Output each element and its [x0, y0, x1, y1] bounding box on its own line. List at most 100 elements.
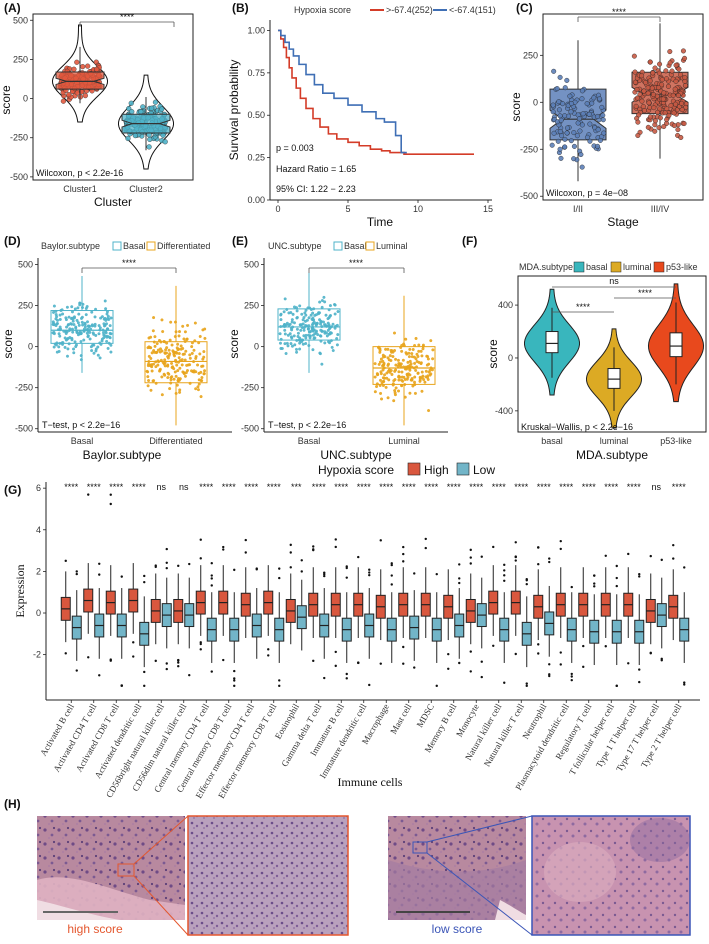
- panel-d-xtick-diff: Differentiated: [149, 436, 202, 446]
- panel-d-differentiated-point: [153, 335, 157, 339]
- panel-d-basal-point: [52, 323, 56, 327]
- panel-g-8-high-outlier: [244, 538, 247, 542]
- panel-e-luminal-point: [392, 379, 396, 383]
- panel-b-xlabel: Time: [367, 215, 394, 229]
- panel-g-21-high-outlier: [537, 546, 540, 549]
- panel-g-4-significance: ns: [156, 482, 166, 492]
- panel-g-22-high-outlier: [559, 547, 562, 551]
- panel-g-7-high-outlier: [222, 545, 225, 549]
- panel-e-basal-point: [324, 313, 328, 317]
- panel-e-luminal-point: [408, 359, 412, 363]
- panel-g-13-low-outlier: [368, 573, 371, 577]
- panel-d-differentiated-point: [153, 344, 157, 348]
- panel-d-basal-point: [74, 326, 78, 330]
- panel-d-differentiated-point: [173, 335, 177, 339]
- panel-g-12-low-outlier: [345, 565, 348, 568]
- panel-e-basal-point: [324, 331, 328, 335]
- panel-g-5-significance: ns: [179, 482, 189, 492]
- panel-d-differentiated-point: [169, 320, 173, 324]
- panel-e-luminal-point: [380, 397, 384, 401]
- panel-c-early-point: [599, 104, 605, 110]
- panel-e-basal-point: [298, 323, 302, 327]
- panel-g-27-xtick-label: Type 2 T helper cell: [639, 702, 684, 770]
- panel-e-basal-point: [333, 326, 337, 330]
- panel-g-10-significance: ***: [291, 482, 302, 492]
- panel-d-basal-point: [96, 345, 100, 349]
- panel-e-basal-point: [294, 306, 298, 310]
- panel-a-cluster1-point: [71, 66, 77, 72]
- panel-e-luminal-point: [423, 380, 427, 384]
- panel-d-significance: ****: [122, 258, 137, 268]
- panel-c-early-point: [550, 102, 556, 108]
- panel-e-basal-point: [298, 304, 302, 308]
- panel-d-basal-point: [94, 333, 98, 337]
- panel-d-legend-basal-swatch: [112, 241, 122, 251]
- panel-g-2-high-outlier: [109, 658, 112, 661]
- panel-d-differentiated-point: [174, 330, 178, 334]
- panel-e-basal-point: [313, 332, 317, 336]
- panel-g-17-low-outlier: [458, 581, 461, 585]
- panel-g-1-high-outlier: [87, 493, 90, 496]
- panel-c-late-point: [680, 48, 686, 54]
- panel-e-basal-point: [279, 337, 283, 341]
- panel-e-luminal-point: [384, 385, 388, 389]
- panel-d-basal-point: [90, 310, 94, 314]
- panel-e-luminal-point: [400, 383, 404, 387]
- panel-d-xtick-basal: Basal: [71, 436, 94, 446]
- panel-g-27-low-outlier: [683, 683, 686, 686]
- panel-e-significance: ****: [349, 258, 364, 268]
- panel-e-pvalue: T−test, p < 2.2e−16: [268, 420, 346, 430]
- panel-e-luminal-point: [406, 364, 410, 368]
- panel-g-21-high-outlier: [537, 643, 540, 646]
- panel-d-basal-point: [70, 310, 74, 314]
- panel-g-18-high-outlier: [469, 650, 472, 653]
- panel-e-luminal-point: [424, 369, 428, 373]
- panel-g-17-low-outlier: [458, 661, 461, 665]
- panel-e-xtick-basal: Basal: [298, 436, 321, 446]
- panel-d-basal-point: [81, 323, 85, 327]
- panel-d-differentiated-point: [175, 363, 179, 367]
- panel-e-basal-point: [304, 336, 308, 340]
- panel-a-violin-cluster: 500 250 0 -250 -500 score Cluster Wilcoxon, …: [0, 12, 194, 209]
- panel-g-6-low-outlier: [210, 670, 213, 673]
- panel-e-luminal-point: [381, 359, 385, 363]
- panel-c-late-point: [682, 75, 688, 81]
- panel-e-legend-basal: Basal: [344, 241, 367, 251]
- panel-e-basal-point: [290, 344, 294, 348]
- panel-e-basal-point: [312, 307, 316, 311]
- panel-d-differentiated-point: [192, 348, 196, 352]
- panel-d-differentiated-point: [167, 348, 171, 352]
- panel-e-luminal-point: [407, 355, 411, 359]
- panel-g-11-high-outlier: [312, 659, 315, 663]
- panel-e-basal-point: [304, 308, 308, 312]
- panel-c-late-point: [639, 98, 645, 104]
- panel-e-basal-point: [302, 316, 306, 320]
- panel-d-basal-box: [50, 310, 114, 344]
- panel-c-early-point: [562, 144, 568, 150]
- panel-c-late-point: [659, 77, 665, 83]
- panel-g-6-high-outlier: [199, 538, 202, 541]
- panel-e-basal-point: [308, 336, 312, 340]
- panel-e-luminal-point: [410, 352, 414, 356]
- panel-d-ytick-label: -250: [15, 383, 33, 393]
- panel-g-7-low-outlier: [233, 677, 236, 680]
- panel-c-late-point: [665, 83, 671, 89]
- panel-a-significance: ****: [120, 12, 135, 22]
- panel-g-6-high-outlier: [199, 648, 202, 651]
- panel-d-basal-point: [109, 316, 113, 320]
- panel-g-17-low-outlier: [458, 577, 461, 580]
- panel-g-5-high-outlier: [177, 661, 180, 664]
- panel-label-a: (A): [4, 1, 21, 15]
- panel-g-6-high-outlier: [199, 641, 202, 644]
- panel-e-xlabel: UNC.subtype: [320, 448, 392, 462]
- panel-g-18-high-outlier: [469, 556, 472, 559]
- panel-c-early-point: [571, 130, 577, 136]
- panel-f-legend-luminal: luminal: [623, 262, 652, 272]
- panel-g-4-low-outlier: [165, 561, 168, 564]
- panel-g-2-significance: ****: [109, 482, 124, 492]
- panel-c-late-point: [670, 92, 676, 98]
- panel-e-basal-point: [319, 320, 323, 324]
- panel-d-differentiated-point: [197, 341, 201, 345]
- panel-g-7-low-outlier: [233, 669, 236, 673]
- panel-d-basal-point: [52, 310, 56, 314]
